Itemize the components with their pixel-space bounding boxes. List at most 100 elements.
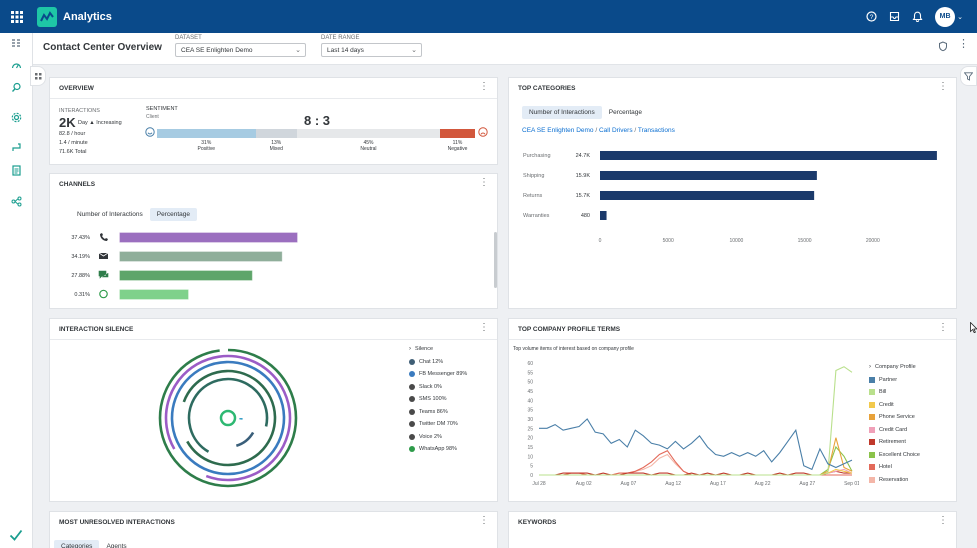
y-tick-label: 5 <box>530 464 533 470</box>
legend-item[interactable]: Hotel <box>869 461 955 474</box>
interaction-silence-title: INTERACTION SILENCE <box>59 326 134 333</box>
legend-header[interactable]: › Silence <box>409 343 497 356</box>
y-tick-label: 20 <box>527 436 533 442</box>
filter-button[interactable] <box>960 66 977 86</box>
tab-number-of-interactions[interactable]: Number of Interactions <box>77 211 143 218</box>
expand-panel-button[interactable] <box>30 66 46 86</box>
legend-header[interactable]: › Company Profile <box>869 361 955 374</box>
header-more-icon[interactable]: ⋮ <box>958 38 969 50</box>
more-options-icon[interactable]: ⋮ <box>938 81 948 92</box>
tab-categories[interactable]: Categories <box>54 540 100 548</box>
workflow-icon[interactable] <box>9 140 23 154</box>
interactions-value: 2K <box>59 115 76 130</box>
legend-item[interactable]: Twitter DM 70% <box>409 418 497 431</box>
svg-text:?: ? <box>870 14 874 21</box>
filter-icon <box>964 71 973 81</box>
legend-item[interactable]: Credit <box>869 399 955 412</box>
legend-label: Partner <box>879 376 898 383</box>
tab-percentage[interactable]: Percentage <box>608 109 643 116</box>
inbox-icon[interactable] <box>889 11 900 22</box>
legend-item[interactable]: Phone Service <box>869 411 955 424</box>
x-tick-label: Aug 22 <box>755 481 771 487</box>
legend-item[interactable]: Voice 2% <box>409 431 497 444</box>
chevron-down-icon: ⌄ <box>295 47 301 54</box>
search-icon[interactable] <box>9 80 23 94</box>
top-categories-title: TOP CATEGORIES <box>518 85 576 92</box>
tab-number-of-interactions[interactable]: Number of Interactions <box>522 106 602 119</box>
date-range-select[interactable]: Last 14 days ⌄ <box>321 43 422 57</box>
app-logo[interactable] <box>37 6 57 27</box>
app-launcher-button[interactable] <box>0 0 33 33</box>
sentiment-segment-neutral[interactable] <box>296 129 440 138</box>
sentiment-bar <box>157 129 475 138</box>
legend-swatch <box>869 464 875 471</box>
analytics-logo-icon <box>40 10 54 21</box>
sentiment-subject: Client <box>146 114 159 120</box>
hierarchy-icon[interactable] <box>9 194 23 208</box>
user-menu[interactable]: MB ⌄ <box>935 6 963 27</box>
series-line-hotel <box>539 450 852 476</box>
sentiment-segment-negative[interactable] <box>440 129 475 138</box>
sentiment-segment-mixed[interactable] <box>255 129 297 138</box>
legend-item[interactable]: Slack 0% <box>409 381 497 394</box>
bell-icon[interactable] <box>912 11 923 22</box>
shield-icon[interactable] <box>938 41 948 52</box>
legend-item[interactable]: Retirement <box>869 436 955 449</box>
sentiment-segment-positive[interactable] <box>157 129 256 138</box>
chat-icon-shape <box>98 270 109 279</box>
x-tick-label: Aug 02 <box>576 481 592 487</box>
dataset-select[interactable]: CEA SE Enlighten Demo ⌄ <box>175 43 306 57</box>
breadcrumb-item[interactable]: Transactions <box>637 127 675 134</box>
legend-item[interactable]: Teams 86% <box>409 406 497 419</box>
legend-label: Hotel <box>879 464 892 471</box>
document-icon[interactable] <box>9 163 23 177</box>
more-options-icon[interactable]: ⋮ <box>479 81 489 92</box>
legend-item[interactable]: SMS 100% <box>409 393 497 406</box>
legend-item[interactable]: Excellent Choice <box>869 449 955 462</box>
teams-icon <box>409 408 415 415</box>
scrollbar-thumb[interactable] <box>494 232 497 288</box>
unresolved-card: MOST UNRESOLVED INTERACTIONS ⋮ Categorie… <box>49 511 498 548</box>
gear-icon[interactable] <box>9 110 23 124</box>
more-options-icon[interactable]: ⋮ <box>938 322 948 333</box>
more-options-icon[interactable]: ⋮ <box>479 515 489 526</box>
grid-icon <box>34 72 41 79</box>
speedometer-icon[interactable] <box>9 58 23 72</box>
checkmark-icon[interactable] <box>8 527 24 543</box>
chevron-down-icon: ⌄ <box>411 47 417 54</box>
legend-item[interactable]: WhatsApp 98% <box>409 443 497 456</box>
help-icon[interactable]: ? <box>866 11 877 22</box>
legend-item[interactable]: Bill <box>869 386 955 399</box>
overview-title: OVERVIEW <box>59 85 94 92</box>
nav-menu-icon[interactable] <box>9 36 23 50</box>
total-count: 71.6K Total <box>59 149 87 155</box>
legend-item[interactable]: Credit Card <box>869 424 955 437</box>
category-bar <box>600 171 817 180</box>
legend-label: SMS 100% <box>419 396 447 403</box>
more-options-icon[interactable]: ⋮ <box>938 515 948 526</box>
legend-swatch <box>869 376 875 383</box>
breadcrumb-item[interactable]: Call Drivers <box>598 127 633 134</box>
category-bar <box>600 191 815 200</box>
y-tick-label: 15 <box>527 445 533 451</box>
channel-value-label: 37.43% <box>71 235 90 241</box>
legend-item[interactable]: FB Messenger 89% <box>409 368 497 381</box>
date-range-value: Last 14 days <box>327 47 364 54</box>
more-options-icon[interactable]: ⋮ <box>479 322 489 333</box>
category-value-label: 15.9K <box>576 173 591 179</box>
tab-agents[interactable]: Agents <box>106 543 127 548</box>
y-tick-label: 55 <box>527 370 533 376</box>
sentiment-name: Neutral <box>360 146 377 152</box>
tab-percentage[interactable]: Percentage <box>149 208 198 221</box>
legend-item[interactable]: Reservation <box>869 474 955 487</box>
x-tick-label: 15000 <box>798 238 812 244</box>
x-tick-label: Aug 12 <box>665 481 681 487</box>
legend-label: Excellent Choice <box>879 451 920 458</box>
legend-item[interactable]: Chat 12% <box>409 356 497 369</box>
phone-icon <box>100 233 108 241</box>
breadcrumb-item[interactable]: CEA SE Enlighten Demo <box>522 127 594 134</box>
legend-label: Slack 0% <box>419 383 442 390</box>
slack-icon <box>409 383 415 390</box>
more-options-icon[interactable]: ⋮ <box>479 177 489 188</box>
legend-item[interactable]: Partner <box>869 374 955 387</box>
